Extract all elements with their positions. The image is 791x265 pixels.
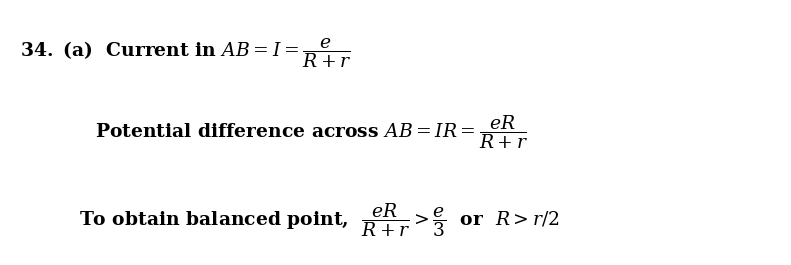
- Text: $\mathbf{34.}$ $\mathbf{(a)}$  Current in $AB = I = \dfrac{e}{R+r}$: $\mathbf{34.}$ $\mathbf{(a)}$ Current in…: [20, 36, 351, 70]
- Text: To obtain balanced point,  $\dfrac{eR}{R+r} > \dfrac{e}{3}$  or  $R > r/2$: To obtain balanced point, $\dfrac{eR}{R+…: [79, 201, 560, 239]
- Text: Potential difference across $AB = IR = \dfrac{eR}{R+r}$: Potential difference across $AB = IR = \…: [95, 114, 528, 151]
